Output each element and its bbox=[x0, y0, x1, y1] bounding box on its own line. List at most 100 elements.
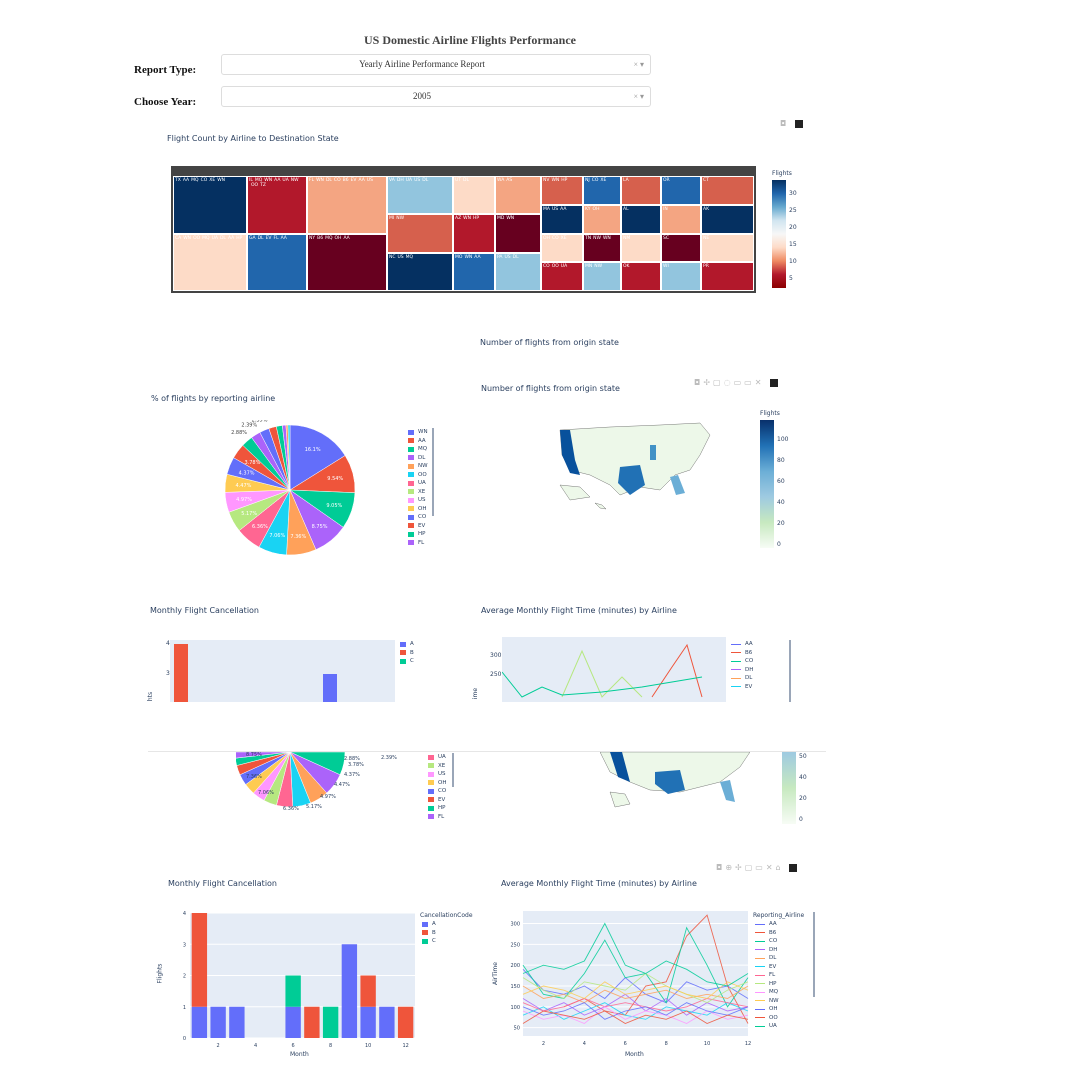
legend-item[interactable]: OO bbox=[408, 471, 428, 480]
treemap-state-cell[interactable]: TN NW WN bbox=[583, 233, 621, 263]
treemap-state-cell[interactable]: VA DH UA US DL bbox=[387, 176, 453, 215]
legend-item[interactable]: NW bbox=[755, 997, 779, 1006]
treemap-state-cell[interactable]: IN bbox=[661, 204, 701, 234]
legend-item[interactable]: DH bbox=[731, 666, 753, 675]
legend-item[interactable]: HP bbox=[755, 980, 779, 989]
treemap-state-cell[interactable]: PR bbox=[701, 262, 754, 291]
bar-b-clipped[interactable] bbox=[174, 644, 188, 702]
legend-item[interactable]: XE bbox=[428, 762, 446, 771]
legend-item[interactable]: A bbox=[400, 640, 414, 649]
legend-item[interactable]: B bbox=[400, 649, 414, 658]
dropdown-controls[interactable]: × ▾ bbox=[633, 60, 644, 69]
legend-item[interactable]: DL bbox=[731, 674, 753, 683]
flighttime-legend[interactable]: AA B6 CO DH DL EV FL HP MQ NW OH OO UA bbox=[755, 920, 779, 1031]
treemap-state-cell[interactable]: AZ WN HP bbox=[453, 214, 495, 253]
legend-item[interactable]: CO bbox=[731, 657, 753, 666]
legend-item[interactable]: FL bbox=[755, 971, 779, 980]
treemap-plot[interactable]: TX AA MQ CO XE WN CA WN OO MQ UA DL AA HP IL MQ WN AA UA NW… bbox=[171, 166, 756, 293]
chevron-down-icon[interactable]: ▾ bbox=[639, 60, 644, 69]
legend-item[interactable]: B6 bbox=[731, 649, 753, 658]
treemap-state-cell[interactable]: PA US DL bbox=[495, 252, 541, 291]
legend-item[interactable]: DL bbox=[408, 454, 428, 463]
treemap-state-cell[interactable]: NV WN HP bbox=[541, 176, 583, 205]
bar-a-clipped[interactable] bbox=[323, 674, 337, 702]
map-modebar[interactable]: ◘✢▢◌▭▭✕ bbox=[694, 378, 778, 387]
legend-item[interactable]: DH bbox=[755, 946, 779, 955]
alaska-region[interactable] bbox=[559, 484, 591, 501]
plotly-logo-icon[interactable] bbox=[789, 863, 798, 872]
legend-item[interactable]: MQ bbox=[755, 988, 779, 997]
plotly-logo-icon[interactable] bbox=[769, 378, 778, 387]
legend-scrollbar-clipped[interactable] bbox=[789, 640, 791, 702]
treemap-state-cell[interactable]: LA bbox=[621, 176, 661, 205]
legend-item[interactable]: B bbox=[422, 929, 436, 938]
legend-item[interactable]: NW bbox=[408, 462, 428, 471]
legend-item[interactable]: C bbox=[400, 657, 414, 666]
pie-legend-scrollbar-lower[interactable] bbox=[452, 753, 454, 787]
treemap-state-cell[interactable]: NY B6 MQ OH AA bbox=[307, 233, 387, 291]
treemap-state-cell[interactable]: MI NW bbox=[387, 214, 453, 253]
legend-item[interactable]: OH bbox=[408, 505, 428, 514]
legend-item[interactable]: XE bbox=[408, 488, 428, 497]
illinois-region[interactable] bbox=[650, 445, 656, 460]
legend-item[interactable]: AA bbox=[731, 640, 753, 649]
treemap-state-cell[interactable]: NJ CO XE bbox=[583, 176, 621, 205]
legend-item[interactable]: FL bbox=[408, 539, 428, 548]
legend-item[interactable]: US bbox=[408, 496, 428, 505]
clear-icon[interactable]: × bbox=[633, 60, 638, 69]
cancellation-plot-clipped[interactable] bbox=[170, 640, 395, 702]
legend-item[interactable]: CO bbox=[755, 937, 779, 946]
dropdown-controls[interactable]: × ▾ bbox=[633, 92, 644, 101]
legend-item[interactable]: MQ bbox=[408, 445, 428, 454]
treemap-state-cell[interactable]: AK bbox=[701, 204, 754, 234]
legend-item[interactable]: US bbox=[428, 770, 446, 779]
us-map-lower[interactable] bbox=[600, 752, 750, 812]
treemap-state-cell[interactable]: NE bbox=[701, 233, 754, 263]
legend-item[interactable]: CO bbox=[428, 787, 446, 796]
legend-item[interactable]: OO bbox=[755, 1014, 779, 1023]
lower-modebar[interactable]: ◘⊕✢▢▭✕⌂ bbox=[716, 863, 798, 872]
treemap-state-cell[interactable]: FL WN DL CO B6 EV AA US bbox=[307, 176, 387, 234]
legend-item[interactable]: AA bbox=[755, 920, 779, 929]
treemap-state-cell[interactable]: MN NW bbox=[583, 262, 621, 291]
pie-legend[interactable]: WN AA MQ DL NW OO UA XE US OH CO EV HP FL bbox=[408, 428, 428, 547]
california-region-lower[interactable] bbox=[610, 752, 630, 782]
treemap-state-cell[interactable]: KY OH bbox=[583, 204, 621, 234]
legend-item[interactable]: HP bbox=[428, 804, 446, 813]
treemap-state-cell[interactable]: OH CO XE bbox=[541, 233, 583, 263]
texas-region[interactable] bbox=[618, 465, 645, 495]
pie-legend-scrollbar[interactable] bbox=[432, 428, 434, 516]
pie-chart[interactable]: 16.1% 9.54% 9.05% 8.75% 7.36% 7.06%6.36% 5.17%… bbox=[210, 420, 390, 560]
florida-region[interactable] bbox=[670, 475, 685, 495]
treemap-state-cell[interactable]: CT bbox=[701, 176, 754, 205]
legend-item[interactable]: EV bbox=[428, 796, 446, 805]
legend-item[interactable]: EV bbox=[408, 522, 428, 531]
pie-chart-lower[interactable] bbox=[236, 752, 386, 822]
treemap-state-cell[interactable]: NC US MQ bbox=[387, 252, 453, 291]
treemap-state-cell[interactable]: OK bbox=[621, 262, 661, 291]
treemap-state-cell[interactable]: MO WN AA bbox=[453, 252, 495, 291]
us-choropleth-map[interactable] bbox=[550, 415, 720, 515]
treemap-state-cell[interactable]: MD WN bbox=[495, 214, 541, 253]
chevron-down-icon[interactable]: ▾ bbox=[639, 92, 644, 101]
camera-icon[interactable]: ◘ bbox=[780, 119, 790, 128]
legend-item[interactable]: EV bbox=[731, 683, 753, 692]
treemap-state-cell[interactable]: OR bbox=[661, 176, 701, 205]
flighttime-legend-scrollbar[interactable] bbox=[813, 912, 815, 997]
california-region[interactable] bbox=[560, 430, 580, 475]
legend-item[interactable]: FL bbox=[428, 813, 446, 822]
treemap-state-cell[interactable]: TX AA MQ CO XE WN bbox=[173, 176, 247, 234]
legend-item[interactable]: C bbox=[422, 937, 436, 946]
year-dropdown[interactable]: 2005 × ▾ bbox=[221, 86, 651, 107]
flighttime-plot-clipped[interactable] bbox=[502, 637, 726, 702]
treemap-state-cell[interactable]: MA US AA bbox=[541, 204, 583, 234]
report-type-dropdown[interactable]: Yearly Airline Performance Report × ▾ bbox=[221, 54, 651, 75]
legend-item[interactable]: HP bbox=[408, 530, 428, 539]
treemap-state-cell[interactable]: WA AS bbox=[495, 176, 541, 215]
pie-legend-lower[interactable]: UA XE US OH CO EV HP FL bbox=[428, 753, 446, 821]
texas-region-lower[interactable] bbox=[655, 770, 685, 794]
treemap-state-cell[interactable]: AL bbox=[621, 204, 661, 234]
legend-item[interactable]: CO bbox=[408, 513, 428, 522]
